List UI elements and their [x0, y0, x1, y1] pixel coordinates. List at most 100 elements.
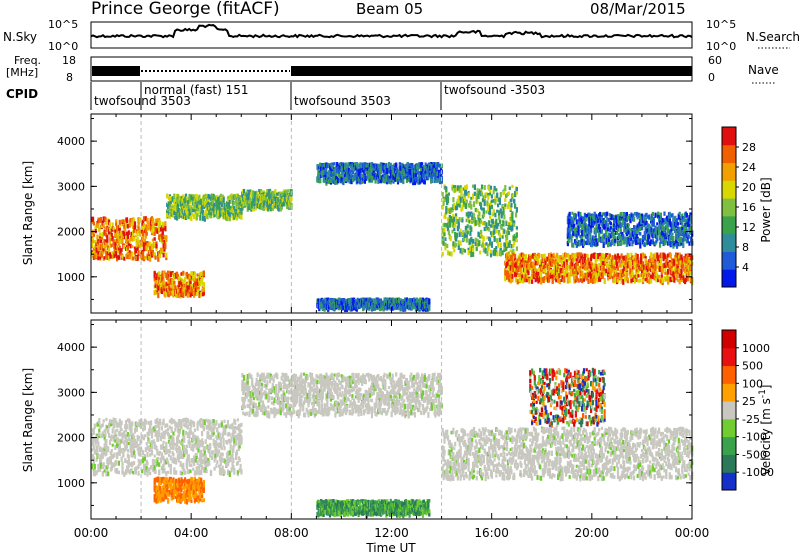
- power-cell: [554, 256, 557, 261]
- power-cell: [676, 222, 679, 226]
- power-cell: [506, 269, 510, 275]
- power-cell: [153, 237, 156, 241]
- power-cell: [506, 255, 510, 260]
- power-cell: [636, 263, 639, 268]
- power-cell: [379, 167, 382, 171]
- power-cell: [452, 244, 455, 250]
- power-cell: [228, 211, 231, 217]
- power-cell: [102, 223, 105, 229]
- power-cell: [445, 206, 448, 211]
- power-cell: [247, 192, 250, 198]
- power-cell: [475, 246, 478, 252]
- power-cell: [577, 278, 580, 283]
- power-cell: [513, 220, 516, 224]
- power-cell: [630, 273, 633, 278]
- power-cell: [454, 231, 457, 238]
- power-cell: [577, 225, 580, 231]
- power-cell: [600, 216, 603, 220]
- power-cell: [347, 162, 350, 167]
- power-cell: [623, 265, 626, 272]
- power-cell: [629, 268, 632, 274]
- power-cell: [531, 278, 534, 284]
- power-cell: [213, 211, 216, 218]
- power-cell: [591, 239, 594, 246]
- power-cell: [651, 274, 654, 280]
- power-cell: [195, 214, 198, 221]
- power-cell: [648, 266, 651, 272]
- power-cell: [146, 242, 149, 248]
- power-cell: [557, 260, 560, 266]
- power-cell: [655, 277, 658, 283]
- power-cell: [169, 291, 172, 296]
- power-cell: [125, 217, 129, 223]
- power-cell: [646, 268, 649, 272]
- power-cell: [470, 238, 473, 244]
- power-cell: [497, 210, 501, 216]
- power-cell: [600, 229, 603, 234]
- power-cell: [104, 216, 107, 222]
- power-cell: [126, 223, 129, 229]
- power-cell: [636, 215, 639, 220]
- power-cell: [624, 277, 627, 283]
- power-cell: [487, 205, 490, 211]
- power-cell: [208, 206, 211, 211]
- power-cell: [547, 270, 550, 274]
- power-cell: [507, 230, 510, 235]
- power-cell: [624, 215, 628, 222]
- power-cell: [480, 207, 484, 211]
- power-cell: [154, 227, 157, 233]
- power-cell: [689, 227, 692, 234]
- power-cell: [106, 239, 109, 243]
- power-cell: [156, 229, 159, 234]
- power-cell: [126, 234, 129, 240]
- power-cell: [133, 221, 137, 227]
- power-cell: [495, 228, 498, 234]
- power-cell: [579, 234, 582, 238]
- power-cell: [590, 267, 594, 272]
- power-cell: [548, 278, 551, 283]
- power-cell: [503, 229, 506, 234]
- power-cell: [488, 220, 491, 226]
- power-cell: [648, 272, 651, 278]
- power-cell: [584, 234, 587, 239]
- power-cell: [496, 238, 499, 244]
- power-cell: [235, 214, 239, 221]
- power-cell: [92, 233, 95, 237]
- power-cell: [269, 205, 273, 212]
- power-cell: [137, 222, 140, 227]
- power-cell: [405, 177, 408, 183]
- power-cell: [639, 232, 642, 236]
- power-cell: [174, 215, 177, 220]
- power-cell: [617, 220, 620, 225]
- power-cell: [687, 234, 690, 239]
- power-cell: [463, 194, 467, 199]
- power-cell: [214, 203, 217, 209]
- power-cell: [590, 273, 593, 279]
- power-cell: [505, 265, 508, 269]
- power-cell: [117, 239, 120, 246]
- power-cell: [544, 268, 547, 275]
- power-cell: [473, 191, 476, 196]
- power-cell: [149, 256, 152, 262]
- power-cell: [633, 217, 636, 222]
- power-cell: [562, 253, 565, 257]
- power-cell: [469, 200, 472, 206]
- power-cell: [195, 194, 198, 198]
- power-cell: [446, 226, 450, 232]
- power-cell: [220, 203, 223, 207]
- power-cell: [512, 244, 515, 248]
- power-cell: [609, 226, 612, 230]
- power-cell: [594, 231, 597, 237]
- power-cell: [398, 172, 401, 178]
- power-cell: [131, 244, 134, 249]
- power-cell: [489, 210, 492, 216]
- power-cell: [590, 263, 594, 267]
- power-cell: [391, 165, 394, 171]
- power-cell: [589, 213, 592, 218]
- power-cell: [450, 251, 453, 257]
- power-cell: [387, 175, 390, 181]
- power-cell: [482, 212, 485, 218]
- power-cell: [664, 254, 667, 260]
- power-cell: [504, 185, 507, 191]
- power-cell: [578, 258, 581, 264]
